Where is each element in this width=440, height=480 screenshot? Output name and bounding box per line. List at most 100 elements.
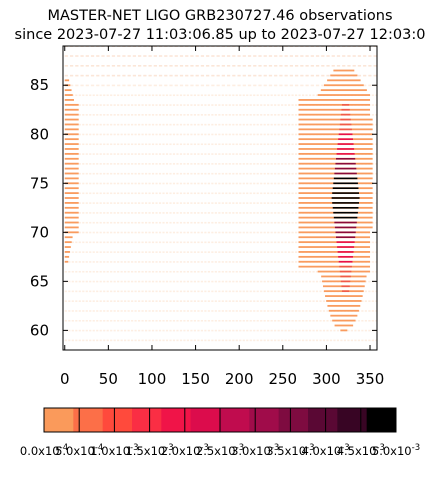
sky-tile xyxy=(197,182,200,185)
sky-tile xyxy=(172,270,176,273)
sky-tile xyxy=(246,192,249,195)
sky-tile xyxy=(113,261,116,263)
sky-tile xyxy=(336,55,341,57)
sky-tile xyxy=(176,153,179,155)
probability-band xyxy=(64,246,71,248)
sky-tile xyxy=(183,261,186,263)
sky-tile xyxy=(185,55,189,57)
sky-tile xyxy=(193,261,196,263)
sky-tile xyxy=(82,104,85,106)
sky-tile xyxy=(295,123,298,126)
sky-tile xyxy=(117,270,120,273)
sky-tile xyxy=(274,65,278,67)
sky-tile xyxy=(256,163,259,165)
sky-tile xyxy=(155,104,158,106)
sky-tile xyxy=(99,153,102,155)
sky-tile xyxy=(225,329,228,332)
sky-tile xyxy=(260,212,263,214)
sky-tile xyxy=(225,339,228,342)
sky-tile xyxy=(375,114,377,116)
probability-band xyxy=(298,236,371,239)
sky-tile xyxy=(315,65,320,67)
sky-tile xyxy=(144,310,148,312)
sky-tile xyxy=(200,143,203,146)
sky-tile xyxy=(68,310,71,312)
sky-tile xyxy=(186,143,190,146)
sky-tile xyxy=(279,74,283,77)
sky-tile xyxy=(242,290,245,293)
sky-tile xyxy=(169,182,172,185)
sky-tile xyxy=(300,74,304,77)
sky-tile xyxy=(141,339,144,342)
sky-tile xyxy=(113,251,116,253)
sky-tile xyxy=(211,329,214,332)
sky-tile xyxy=(298,339,301,342)
sky-tile xyxy=(277,290,280,293)
sky-tile xyxy=(235,182,238,185)
sky-tile xyxy=(190,310,193,312)
sky-tile xyxy=(263,329,266,332)
sky-tile xyxy=(179,290,183,293)
sky-tile xyxy=(85,74,89,77)
sky-tile xyxy=(89,133,92,136)
sky-tile xyxy=(144,319,148,322)
sky-tile xyxy=(321,74,325,77)
sky-tile xyxy=(176,270,179,273)
sky-tile xyxy=(179,339,183,342)
colorbar-tick-exponent: -3 xyxy=(376,443,384,453)
sky-tile xyxy=(120,221,123,224)
sky-tile xyxy=(117,133,120,136)
sky-tile xyxy=(113,172,116,175)
sky-tile xyxy=(242,339,245,342)
sky-tile xyxy=(197,133,200,136)
sky-tile xyxy=(172,221,176,224)
sky-tile xyxy=(99,300,102,302)
sky-tile xyxy=(131,251,134,253)
sky-tile xyxy=(354,329,357,332)
sky-tile xyxy=(253,65,257,67)
sky-tile xyxy=(153,74,157,77)
sky-tile xyxy=(284,280,287,283)
sky-tile xyxy=(110,310,113,312)
sky-tile xyxy=(78,270,81,273)
sky-tile xyxy=(138,94,141,97)
sky-tile xyxy=(120,114,123,116)
sky-tile xyxy=(183,300,186,302)
sky-tile xyxy=(151,143,155,146)
sky-tile xyxy=(235,270,238,273)
sky-tile xyxy=(249,221,252,224)
sky-tile xyxy=(193,94,196,97)
sky-tile xyxy=(246,329,249,332)
sky-tile xyxy=(242,329,245,332)
probability-band xyxy=(338,133,353,136)
sky-tile xyxy=(134,114,137,116)
sky-tile xyxy=(281,251,284,253)
sky-tile xyxy=(268,55,273,57)
sky-tile xyxy=(232,270,235,273)
probability-band xyxy=(323,84,364,87)
probability-band xyxy=(64,79,70,82)
y-tick-label: 70 xyxy=(30,223,49,241)
sky-tile xyxy=(228,143,231,146)
sky-tile xyxy=(131,192,134,195)
sky-tile xyxy=(103,143,106,146)
sky-tile xyxy=(225,221,228,224)
sky-tile xyxy=(148,241,151,244)
sky-tile xyxy=(274,94,277,97)
sky-tile xyxy=(138,231,141,234)
sky-tile xyxy=(225,114,228,116)
sky-tile xyxy=(106,182,109,185)
sky-tile xyxy=(256,221,259,224)
sky-tile xyxy=(228,182,231,185)
sky-tile xyxy=(218,153,221,155)
sky-tile xyxy=(260,300,263,302)
sky-tile xyxy=(242,163,245,165)
sky-tile xyxy=(258,84,262,87)
sky-tile xyxy=(158,261,162,263)
x-tick-label: 350 xyxy=(356,370,385,388)
sky-tile xyxy=(270,221,273,224)
sky-tile xyxy=(260,231,263,234)
sky-tile xyxy=(117,261,120,263)
sky-tile xyxy=(131,310,134,312)
